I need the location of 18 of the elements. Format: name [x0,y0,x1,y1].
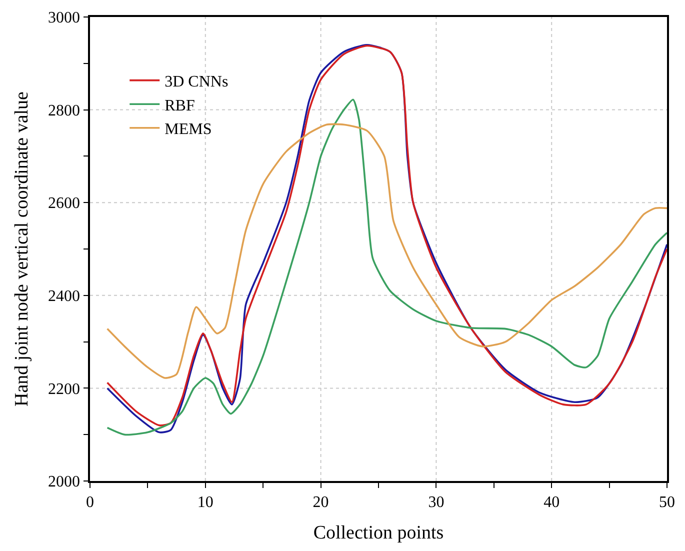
x-tick-label: 50 [659,494,675,511]
y-tick-label: 2600 [48,195,80,212]
x-tick-label: 0 [86,494,94,511]
legend-label: 3D CNNs [164,74,228,91]
y-tick-label: 2800 [48,102,80,120]
x-tick-label: 30 [428,494,444,511]
y-tick-label: 2400 [48,288,80,305]
x-tick-label: 40 [544,494,560,511]
legend-label: MEMS [164,121,212,138]
line-series [106,123,667,379]
x-axis-title: Collection points [313,522,444,544]
x-tick-label: 20 [312,494,329,511]
y-axis-title: Hand joint node vertical coordinate value [11,92,32,406]
y-tick-label: 3000 [48,10,80,27]
x-tick-label: 10 [197,494,214,511]
y-tick-label: 2000 [48,474,80,491]
legend-label: RBF [164,97,195,114]
y-tick-label: 2200 [48,380,80,398]
